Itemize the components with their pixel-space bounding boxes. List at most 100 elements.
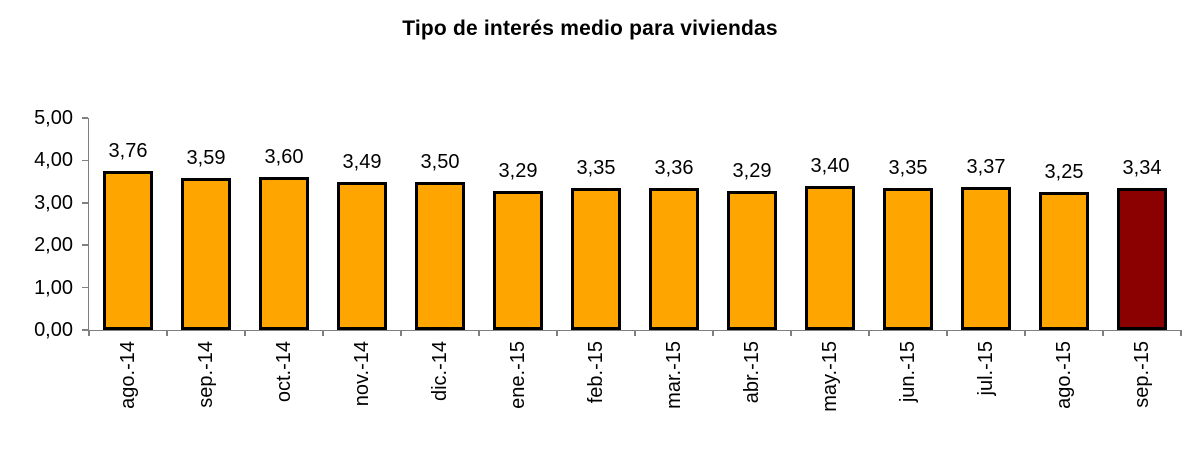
bar-slot: 3,36: [635, 118, 713, 330]
bar-value-label: 3,29: [498, 159, 538, 182]
x-axis-tick: [400, 330, 402, 336]
x-axis-tick: [478, 330, 480, 336]
y-axis-label: 2,00: [34, 234, 73, 257]
x-axis-label: abr.-15: [740, 341, 763, 404]
x-axis-tick: [1102, 330, 1104, 336]
x-axis-label-wrap: jul.-15: [947, 341, 1025, 395]
bar-value-label: 3,35: [888, 156, 928, 179]
y-axis-label: 0,00: [34, 319, 73, 341]
bar-slot: 3,40: [791, 118, 869, 330]
y-axis-label: 3,00: [34, 191, 73, 214]
bar-slot: 3,50: [401, 118, 479, 330]
bar: [883, 187, 933, 330]
bar-slot: 3,60: [245, 118, 323, 330]
x-axis-label: nov.-14: [350, 341, 373, 407]
x-axis-label-wrap: mar.-15: [635, 341, 713, 409]
x-axis-tick: [790, 330, 792, 336]
bar: [1039, 192, 1089, 330]
bar-value-label: 3,59: [186, 146, 226, 169]
bar: [259, 177, 309, 330]
bar: [727, 190, 777, 330]
bar-value-label: 3,29: [732, 159, 772, 182]
bar-slot: 3,76: [89, 118, 167, 330]
bar: [805, 185, 855, 330]
x-axis-label: sep.-14: [194, 341, 217, 408]
bar-value-label: 3,40: [810, 154, 850, 177]
x-axis-tick: [1024, 330, 1026, 336]
y-axis-label: 1,00: [34, 276, 73, 299]
bar-slot: 3,29: [479, 118, 557, 330]
bar: [103, 170, 153, 330]
y-axis-tick: [82, 244, 88, 246]
y-axis-tick: [82, 329, 88, 331]
bar-slot: 3,35: [869, 118, 947, 330]
plot-area: 5,00 4,00 3,00 2,00 1,00 0,00 ago.-14 3,76 sep.-…: [34, 107, 1182, 412]
x-axis-label: oct.-14: [272, 341, 295, 403]
x-axis-tick: [868, 330, 870, 336]
x-axis-label-wrap: dic.-14: [401, 341, 479, 401]
bar: [337, 182, 387, 330]
bar: [181, 177, 231, 330]
bar: [571, 187, 621, 330]
bar-slot: 3,59: [167, 118, 245, 330]
x-axis-tick: [166, 330, 168, 336]
x-axis-label-wrap: nov.-14: [323, 341, 401, 406]
x-axis-label: jun.-15: [896, 341, 919, 403]
x-axis-tick: [322, 330, 324, 336]
bar-value-label: 3,49: [342, 151, 382, 174]
bar-value-label: 3,50: [420, 150, 460, 173]
y-axis-tick: [82, 286, 88, 289]
x-axis-tick: [712, 330, 714, 336]
bar-value-label: 3,25: [1044, 161, 1084, 184]
x-axis-tick: [634, 330, 636, 336]
x-axis-label-wrap: ene.-15: [479, 341, 557, 409]
bar-slot: 3,49: [323, 118, 401, 330]
bar: [493, 190, 543, 330]
bar: [415, 181, 465, 330]
x-axis-label: dic.-14: [428, 341, 451, 402]
chart-title: Tipo de interés medio para viviendas: [402, 17, 778, 40]
bar-value-label: 3,60: [264, 146, 304, 169]
bar-slot: 3,29: [713, 118, 791, 330]
bar-value-label: 3,34: [1122, 157, 1162, 180]
y-axis-tick: [82, 202, 88, 204]
bar-value-label: 3,37: [966, 156, 1006, 179]
x-axis-label: ago.-15: [1052, 341, 1075, 409]
x-axis-tick: [88, 330, 90, 336]
x-axis-label-wrap: sep.-15: [1103, 341, 1181, 408]
y-axis-tick: [82, 117, 88, 119]
bar: [649, 187, 699, 330]
x-axis-label: jul.-15: [974, 341, 997, 396]
y-axis-label: 5,00: [34, 107, 73, 129]
bar-slot: 3,37: [947, 118, 1025, 330]
x-axis-label: sep.-15: [1130, 341, 1153, 408]
bar-value-label: 3,36: [654, 156, 694, 179]
x-axis-label: ene.-15: [506, 341, 529, 409]
x-axis-label: feb.-15: [584, 341, 607, 404]
bar-slot: 3,35: [557, 118, 635, 330]
x-axis-label-wrap: sep.-14: [167, 341, 245, 408]
bar-slot: 3,34: [1103, 118, 1181, 330]
x-axis-label: ago.-14: [116, 341, 139, 409]
bar: [1117, 188, 1167, 330]
x-axis-label: mar.-15: [662, 341, 685, 409]
x-axis-label: may.-15: [818, 341, 841, 412]
x-axis-tick: [556, 330, 558, 336]
x-axis-label-wrap: may.-15: [791, 341, 869, 412]
y-axis-label: 4,00: [34, 149, 73, 172]
x-axis-label-wrap: oct.-14: [245, 341, 323, 402]
x-axis-label-wrap: ago.-14: [89, 341, 167, 409]
y-axis-tick: [82, 159, 88, 162]
x-axis-tick: [1180, 330, 1182, 336]
x-axis-label-wrap: abr.-15: [713, 341, 791, 403]
x-axis-tick: [244, 330, 246, 336]
bar: [961, 187, 1011, 330]
x-axis-label-wrap: feb.-15: [557, 341, 635, 403]
bar-slot: 3,25: [1025, 118, 1103, 330]
bar-value-label: 3,35: [576, 156, 616, 179]
bar-value-label: 3,76: [108, 139, 148, 162]
x-axis-tick: [946, 330, 948, 336]
x-axis-label-wrap: ago.-15: [1025, 341, 1103, 409]
x-axis-label-wrap: jun.-15: [869, 341, 947, 402]
